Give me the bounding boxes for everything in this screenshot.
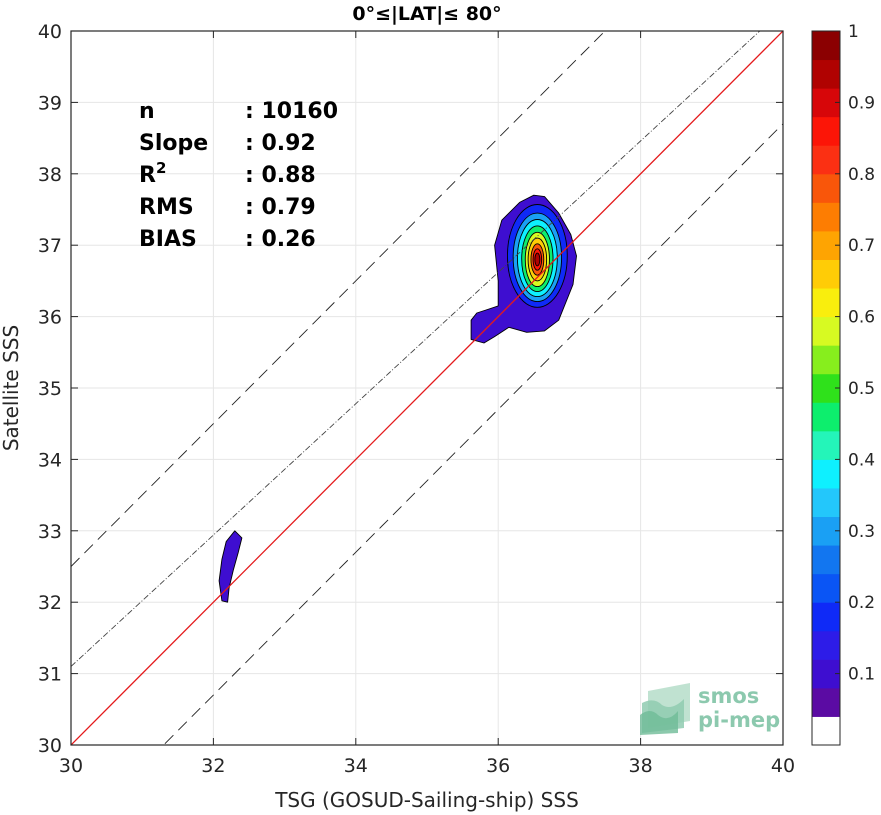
colorbar-segment — [812, 716, 840, 746]
colorbar-segment — [812, 59, 840, 89]
logo-mark-icon — [640, 683, 690, 735]
line-lower-bound — [162, 123, 783, 745]
colorbar-segment — [812, 487, 840, 518]
logo-text-pi-mep: pi-mep — [698, 708, 780, 732]
main-cluster — [470, 194, 577, 344]
stat-label: RMS — [139, 195, 194, 220]
colorbar-tick-label: 0.2 — [848, 593, 875, 613]
colorbar-tick-label: 0.3 — [848, 522, 875, 542]
contour-level-1 — [218, 530, 243, 603]
colorbar-segment — [812, 687, 840, 717]
colorbar-segment — [812, 402, 840, 432]
stat-value: : 0.92 — [245, 131, 316, 156]
colorbar-segment — [812, 259, 840, 289]
colorbar-segment — [812, 345, 840, 375]
y-tick-label: 37 — [38, 235, 62, 257]
small-cluster — [218, 530, 243, 603]
x-tick-label: 32 — [201, 755, 225, 777]
x-tick-label: 30 — [59, 755, 83, 777]
colorbar-segment — [812, 545, 840, 575]
y-tick-label: 33 — [38, 521, 62, 543]
density-contours — [218, 194, 577, 603]
axis-ticks: 30 32 34 36 38 40 30 31 32 33 34 35 36 37 38 39 40 — [38, 21, 795, 777]
y-tick-label: 34 — [38, 449, 62, 471]
stat-value: : 10160 — [245, 99, 338, 124]
colorbar-segment — [812, 116, 840, 146]
y-tick-label: 32 — [38, 592, 62, 614]
line-regression-fit — [71, 31, 761, 667]
colorbar-segment — [812, 145, 840, 175]
stat-label: Slope — [139, 131, 208, 156]
stat-value: : 0.26 — [245, 227, 316, 252]
colorbar: 0.1 0.2 0.3 0.4 0.5 0.6 0.7 0.8 0.9 1 — [811, 22, 875, 746]
logo-text-smos: smos — [698, 684, 759, 708]
y-tick-label: 30 — [38, 735, 62, 757]
colorbar-tick-label: 0.8 — [848, 165, 875, 185]
x-axis-label: TSG (GOSUD-Sailing-ship) SSS — [274, 788, 579, 812]
x-tick-label: 34 — [344, 755, 368, 777]
colorbar-segment — [812, 316, 840, 346]
colorbar-segment — [812, 288, 840, 318]
y-tick-label: 38 — [38, 164, 62, 186]
colorbar-segment — [812, 202, 840, 232]
colorbar-segment — [812, 573, 840, 603]
chart-title: 0°≤|LAT|≤ 80° — [352, 3, 501, 25]
colorbar-tick-label: 0.5 — [848, 379, 875, 399]
colorbar-tick-label: 0.1 — [848, 665, 875, 685]
colorbar-segment — [812, 630, 840, 660]
stat-value: : 0.79 — [245, 195, 316, 220]
line-one-to-one — [71, 31, 783, 745]
y-tick-label: 40 — [38, 21, 62, 43]
stat-label: n — [139, 99, 155, 124]
colorbar-tick-label: 0.4 — [848, 450, 875, 470]
y-tick-label: 36 — [38, 307, 62, 329]
colorbar-tick-label: 0.6 — [848, 308, 875, 328]
smos-pi-mep-logo: smos pi-mep — [640, 683, 780, 735]
colorbar-segment — [812, 459, 840, 489]
colorbar-segment — [812, 31, 840, 61]
colorbar-tick-label: 1 — [848, 22, 859, 42]
y-tick-label: 35 — [38, 378, 62, 400]
x-tick-label: 40 — [771, 755, 795, 777]
contour-level-10 — [534, 252, 541, 267]
x-tick-label: 36 — [486, 755, 510, 777]
colorbar-tick-label: 0.9 — [848, 93, 875, 113]
stat-label: BIAS — [139, 227, 197, 252]
stat-superscript: 2 — [156, 159, 166, 177]
y-tick-label: 39 — [38, 92, 62, 114]
line-upper-bound — [71, 31, 606, 567]
x-tick-label: 38 — [629, 755, 653, 777]
y-axis-label: Satellite SSS — [0, 325, 23, 451]
colorbar-tick-label: 0.7 — [848, 236, 875, 256]
colorbar-segment — [812, 602, 840, 632]
reference-lines — [71, 31, 783, 745]
y-tick-label: 31 — [38, 664, 62, 686]
colorbar-segment — [812, 173, 840, 203]
colorbar-segment — [812, 430, 840, 460]
stat-value: : 0.88 — [245, 163, 316, 188]
